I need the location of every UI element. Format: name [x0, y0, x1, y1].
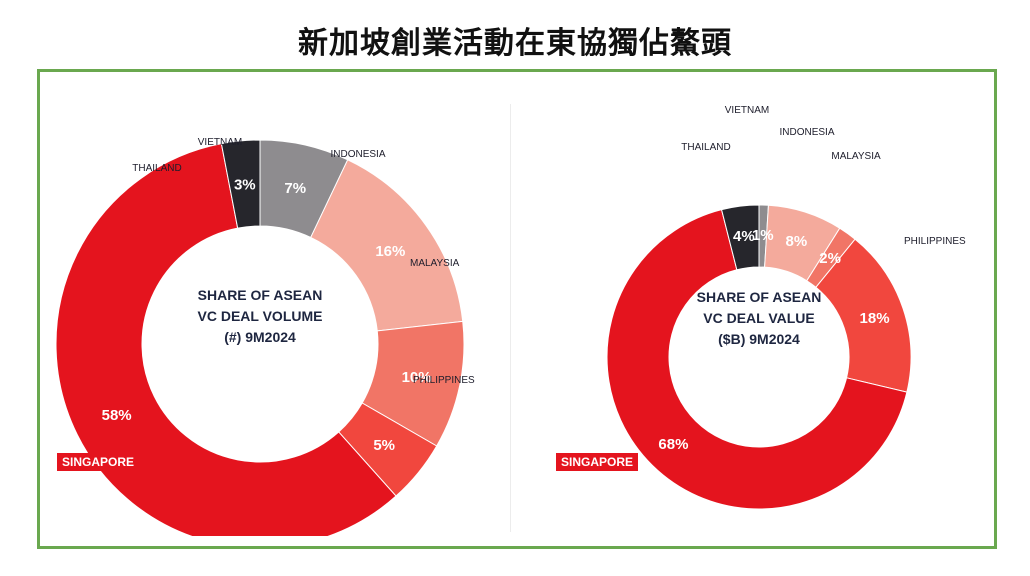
value-label-thailand: 4% — [733, 228, 755, 245]
category-label-vietnam: VIETNAM — [198, 137, 242, 148]
value-label-singapore: 68% — [658, 436, 688, 453]
deal-value-donut-chart: 1% VIETNAM 8% INDONESIA 2% MALAYSIA 18% PHILIPP… — [556, 105, 966, 510]
singapore-tag: SINGAPORE — [57, 453, 139, 471]
category-label-indonesia: INDONESIA — [779, 127, 834, 138]
category-label-philippines: PHILIPPINES — [904, 236, 966, 247]
tag-label: SINGAPORE — [561, 455, 633, 469]
category-label-thailand: THAILAND — [681, 142, 730, 153]
center-title-line: SHARE OF ASEAN — [697, 289, 822, 305]
value-label-malaysia: 2% — [819, 250, 841, 267]
center-title-line: VC DEAL VOLUME — [198, 308, 323, 324]
singapore-tag: SINGAPORE — [556, 453, 638, 471]
slices — [55, 139, 465, 536]
value-label-philippines: 5% — [373, 437, 395, 454]
center-title-line: ($B) 9M2024 — [718, 331, 800, 347]
slice-thailand — [720, 204, 760, 271]
value-label-thailand: 3% — [234, 177, 256, 194]
panel-divider — [510, 104, 511, 532]
category-label-indonesia: INDONESIA — [330, 149, 385, 160]
value-label-singapore: 58% — [102, 407, 132, 424]
category-label-malaysia: MALAYSIA — [410, 258, 460, 269]
tag-background — [57, 453, 139, 471]
slice-thailand — [220, 139, 261, 229]
slice-singapore — [606, 209, 908, 510]
category-label-vietnam: VIETNAM — [725, 105, 769, 116]
center-title-line: SHARE OF ASEAN — [198, 287, 323, 303]
center-title-line: VC DEAL VALUE — [703, 310, 815, 326]
tag-background — [556, 453, 638, 471]
value-label-indonesia: 16% — [375, 243, 405, 260]
value-label-malaysia: 10% — [402, 369, 432, 386]
category-label-thailand: THAILAND — [132, 163, 181, 174]
center-title-line: (#) 9M2024 — [224, 329, 296, 345]
value-label-indonesia: 8% — [785, 233, 807, 250]
slices — [606, 204, 912, 510]
value-label-philippines: 18% — [860, 310, 890, 327]
slice-singapore — [55, 143, 397, 536]
value-label-vietnam: 1% — [752, 227, 774, 244]
page-title: 新加坡創業活動在東協獨佔鰲頭 — [298, 26, 732, 61]
deal-volume-donut-chart: 7% VIETNAM 16% INDONESIA 10% MALAYSIA 5% PHILIP… — [55, 137, 475, 536]
tag-label: SINGAPORE — [62, 455, 134, 469]
category-label-malaysia: MALAYSIA — [831, 151, 881, 162]
value-label-vietnam: 7% — [284, 180, 306, 197]
category-label-philippines: PHILIPPINES — [413, 375, 475, 386]
